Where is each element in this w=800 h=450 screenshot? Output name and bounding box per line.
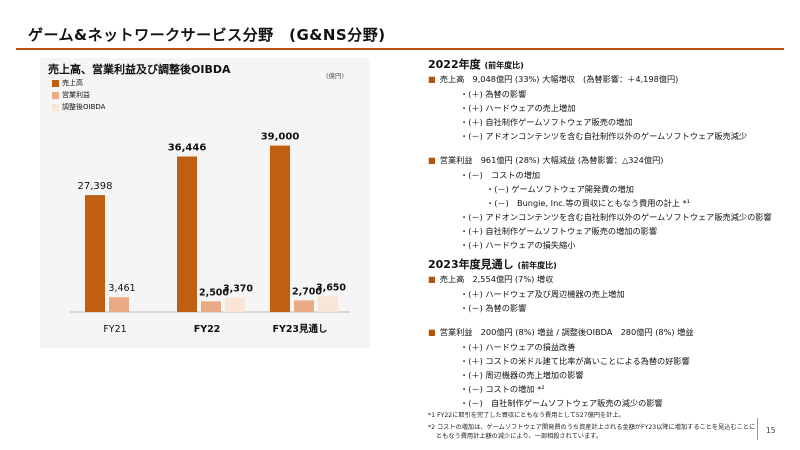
section-2023: 2023年度見通し (前年度比) [428,256,557,272]
section-2023-head: 2023年度見通し [428,258,514,271]
bullet-2023-op: ■ 営業利益 200億円 (8%) 増益 / 調整後OIBDA 280億円 (8%… [428,327,694,337]
section-2022-note: (前年度比) [484,61,524,70]
data-label-sales-2: 39,000 [261,132,300,143]
bullet-2023-op-text: 営業利益 200億円 (8%) 増益 / 調整後OIBDA 280億円 (8%)… [439,327,694,337]
bullet-square-icon: ■ [428,155,436,165]
bar-operating-income-2 [294,300,314,312]
list-item: ・(＋) 自社制作ゲームソフトウェア販売の増加 [460,117,633,127]
bullet-square-icon: ■ [428,274,436,284]
data-label-sales-0: 27,398 [78,181,113,192]
list-item: ・(＋) ハードウェアの売上増加 [460,103,576,113]
data-label-operating-income-2: 2,700 [292,286,322,297]
page-title: ゲーム&ネットワークサービス分野 (G&NS分野) [28,26,386,44]
list-item: ・(＋) ハードウェアの損失縮小 [460,240,576,250]
x-tick-label-2: FY23見通し [272,324,327,335]
legend-swatch-sales [52,79,59,87]
legend-label-oibda: 調整後OIBDA [62,103,106,111]
legend-swatch-operating-income [52,91,59,99]
bullet-square-icon: ■ [428,327,436,337]
list-item: ・(－) 為替の影響 [460,303,527,313]
bar-operating-income-0 [109,297,129,312]
legend-item-oibda: 調整後OIBDA [52,101,105,113]
bar-sales-2 [270,145,290,312]
list-item: ・(－) コストの増加 [460,170,541,180]
list-item: ・(＋) 為替の影響 [460,89,527,99]
list-item: ・(＋) コストの米ドル建て比率が高いことによる為替の好影響 [460,356,690,366]
data-label-sales-1: 36,446 [168,142,207,153]
chart-unit: (億円) [326,72,345,80]
footnote-2b: ともなう費用計上額の減少により、一部相殺されています。 [436,433,602,440]
chart-title: 売上高、営業利益及び調整後OIBDA [48,63,231,76]
bar-oibda-2 [318,296,338,312]
bar-oibda-1 [225,297,245,312]
section-2022-head: 2022年度 [428,58,481,71]
legend-label-operating-income: 営業利益 [62,91,90,99]
data-label-operating-income-0: 3,461 [108,283,135,294]
bullet-2022-op-text: 営業利益 961億円 (28%) 大幅減益 (為替影響：△324億円) [439,155,664,165]
list-item: ・(－) Bungie, Inc.等の買収にともなう費用の計上 *¹ [486,198,690,208]
x-tick-label-0: FY21 [103,324,126,335]
legend-item-operating-income: 営業利益 [52,89,105,101]
footnote-1: *1 FY22に取引を完了した買収にともなう費用として527億円を計上。 [428,412,625,419]
list-item: ・(－) コストの増加 *² [460,384,545,394]
title-rule [16,48,784,50]
data-label-oibda-1: 3,370 [223,284,253,295]
bullet-square-icon: ■ [428,74,436,84]
legend-item-sales: 売上高 [52,77,105,89]
list-item: ・(－) アドオンコンテンツを含む自社制作以外のゲームソフトウェア販売減少の影響 [460,212,772,222]
page-number: 15 [766,426,776,435]
list-item: ・(－) アドオンコンテンツを含む自社制作以外のゲームソフトウェア販売減少 [460,131,748,141]
footnote-2a: *2 コストの増加は、ゲームソフトウェア開発費のうち資産計上される金額がFY23… [428,424,756,431]
list-item: ・(＋) ハードウェアの損益改善 [460,342,576,352]
data-label-operating-income-1: 2,500 [199,287,229,298]
section-2022: 2022年度 (前年度比) [428,56,524,72]
data-label-oibda-2: 3,650 [316,282,346,293]
chart-legend: 売上高 営業利益 調整後OIBDA [52,77,105,113]
bullet-2022-sales-text: 売上高 9,048億円 (33%) 大幅増収 (為替影響：＋4,198億円) [439,74,679,84]
list-item: ・(＋) 自社制作ゲームソフトウェア販売の増加の影響 [460,226,658,236]
bar-sales-0 [85,195,105,312]
bullet-2022-sales: ■ 売上高 9,048億円 (33%) 大幅増収 (為替影響：＋4,198億円) [428,74,678,84]
x-tick-label-1: FY22 [194,324,221,335]
bullet-2022-op: ■ 営業利益 961億円 (28%) 大幅減益 (為替影響：△324億円) [428,155,663,165]
bar-operating-income-1 [201,301,221,312]
bullet-2023-sales: ■ 売上高 2,554億円 (7%) 増収 [428,274,553,284]
list-item: ・(－) 自社制作ゲームソフトウェア販売の減少の影響 [460,398,663,408]
list-item: ・(＋) 周辺機器の売上増加の影響 [460,370,584,380]
list-item: ・(－) ゲームソフトウェア開発費の増加 [486,184,634,194]
legend-label-sales: 売上高 [62,79,83,87]
bar-sales-1 [177,156,197,312]
list-item: ・(＋) ハードウェア及び周辺機器の売上増加 [460,289,625,299]
page-number-divider [757,418,758,440]
section-2023-note: (前年度比) [517,261,557,270]
bullet-2023-sales-text: 売上高 2,554億円 (7%) 増収 [439,274,554,284]
legend-swatch-oibda [52,103,59,111]
